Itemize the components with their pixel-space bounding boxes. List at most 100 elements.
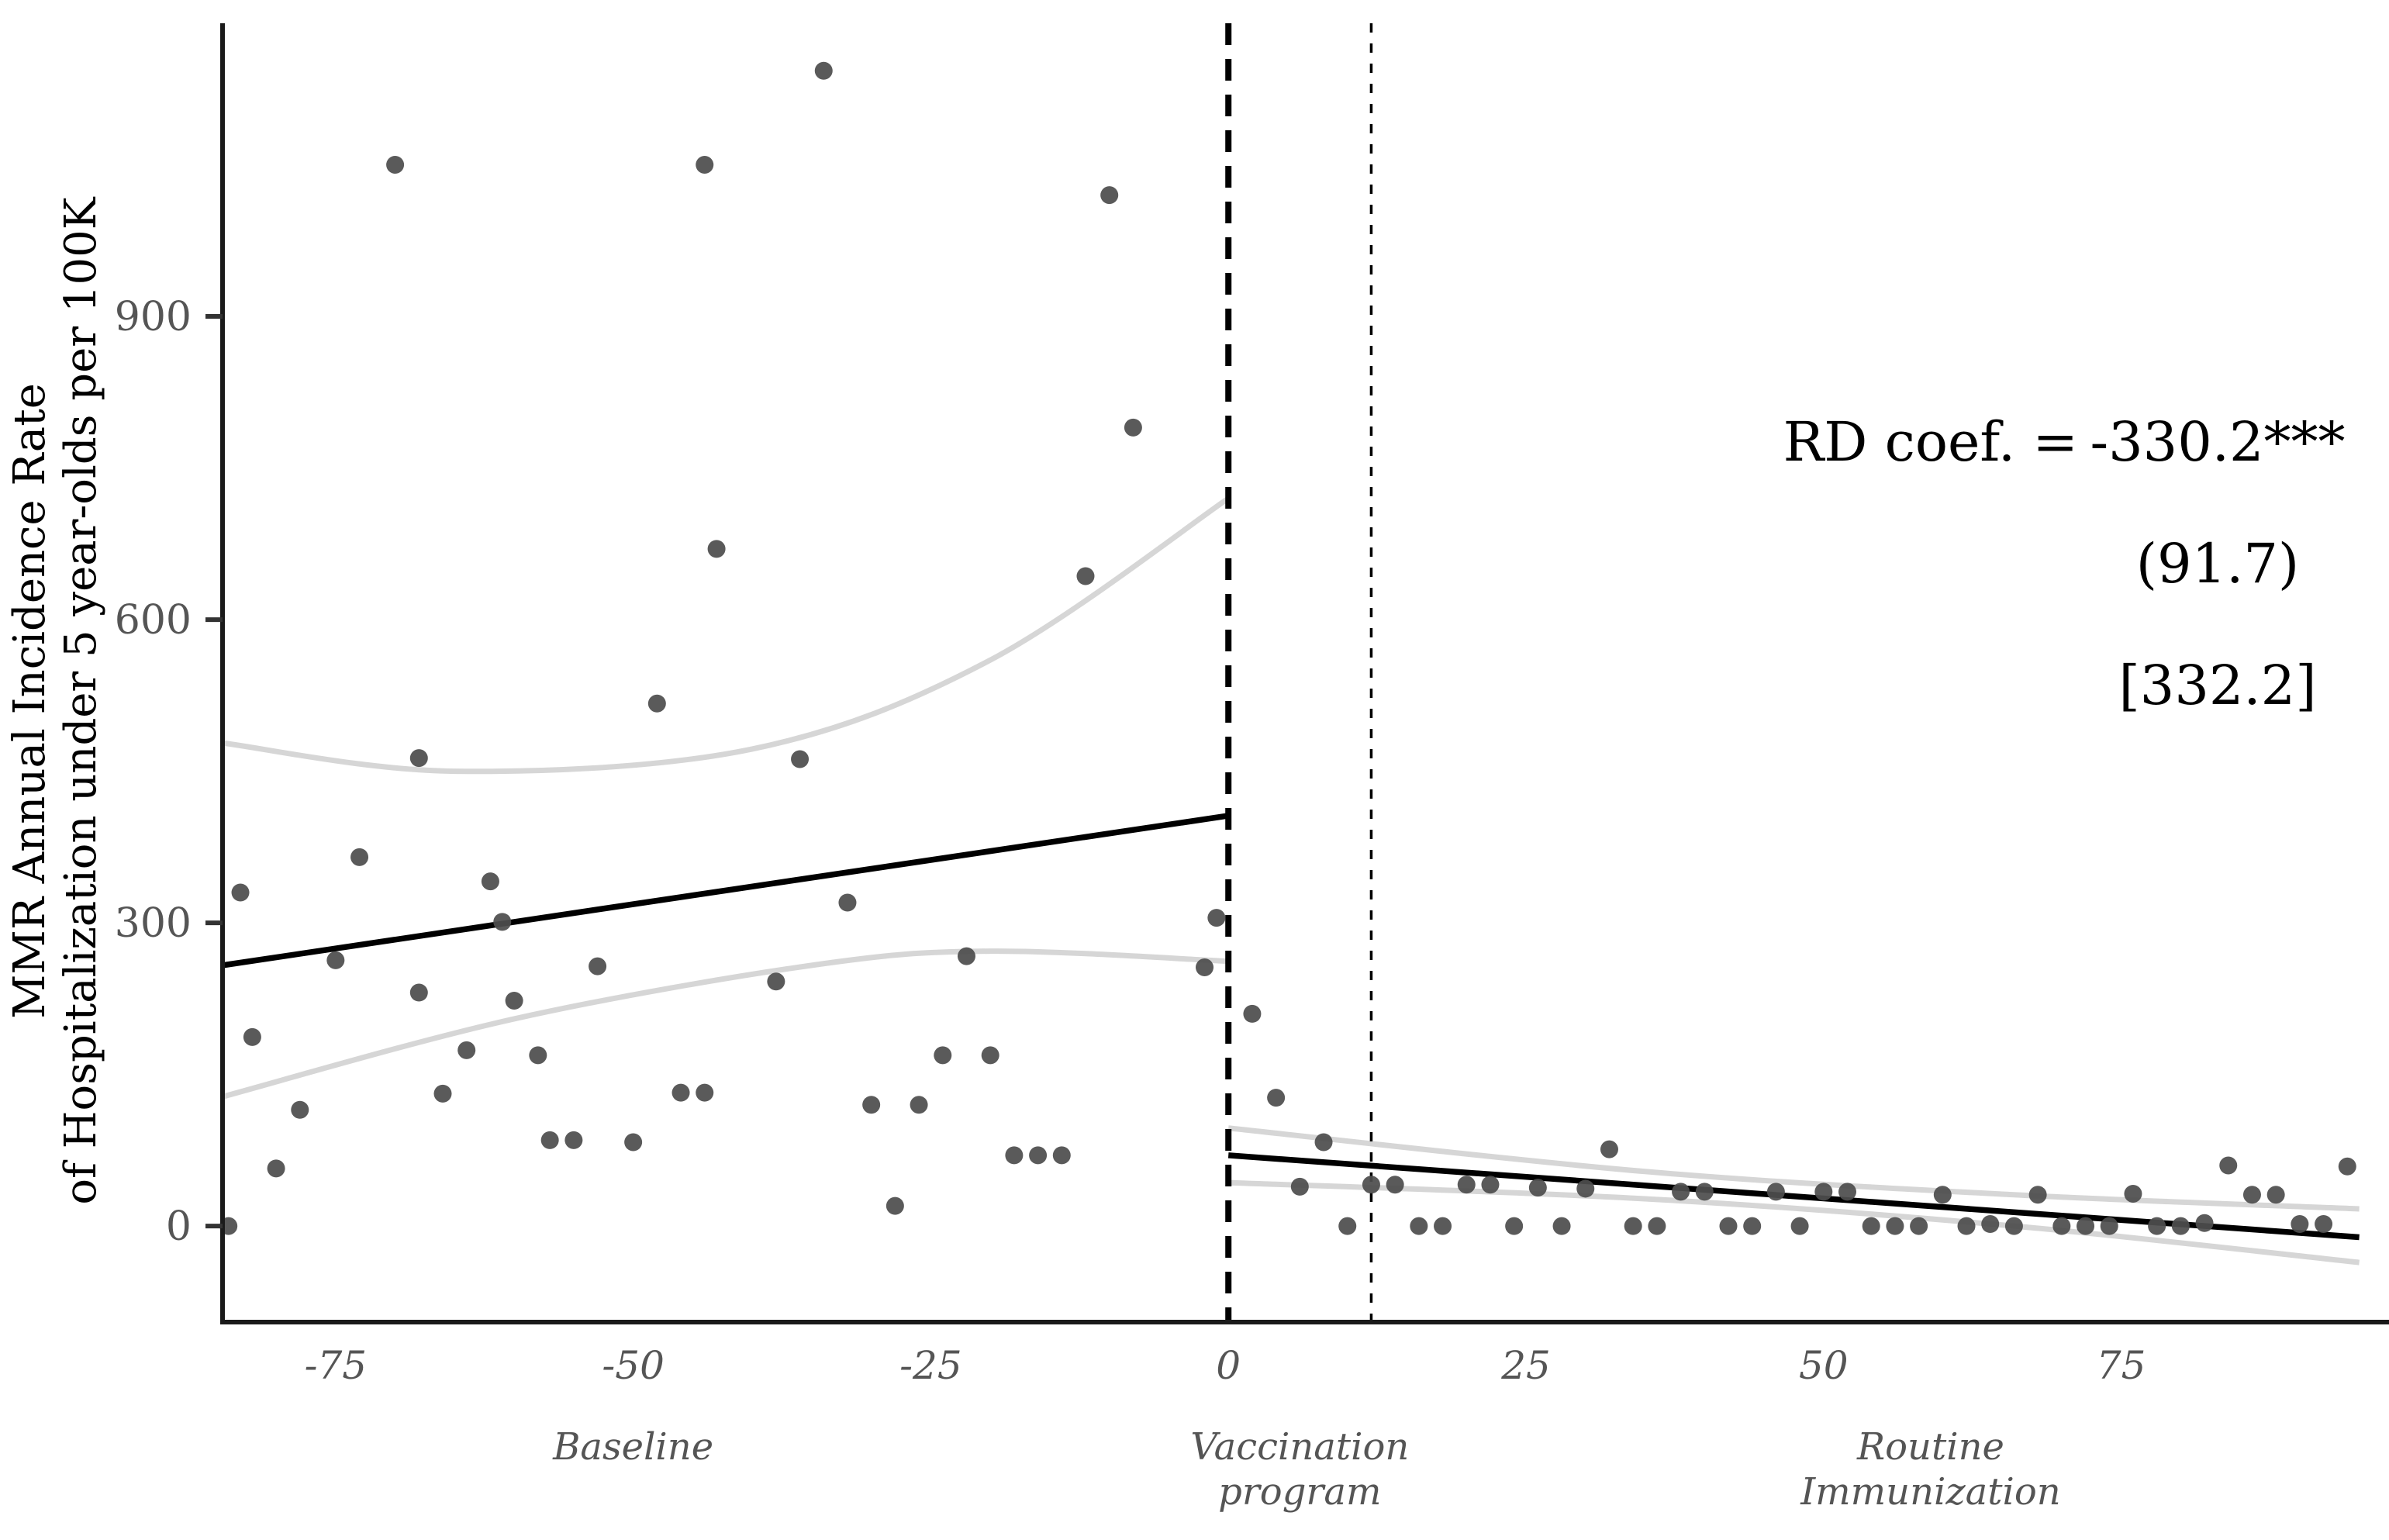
data-point bbox=[1362, 1176, 1380, 1194]
data-point bbox=[2100, 1217, 2118, 1235]
data-point bbox=[350, 848, 369, 866]
data-point bbox=[1886, 1217, 1904, 1235]
data-point bbox=[1957, 1217, 1976, 1235]
data-point bbox=[493, 913, 512, 931]
data-point bbox=[2338, 1157, 2356, 1176]
data-point bbox=[1528, 1179, 1547, 1197]
data-point bbox=[1410, 1217, 1428, 1235]
rd-coef-ci: [332.2] bbox=[2118, 654, 2317, 717]
data-point bbox=[1766, 1183, 1785, 1201]
y-axis-title: MMR Annual Incidence Rate of Hospitaliza… bbox=[5, 65, 107, 1337]
data-point bbox=[2004, 1217, 2023, 1235]
data-point bbox=[1267, 1089, 1286, 1107]
data-point bbox=[957, 947, 975, 965]
rd-coef-label: RD coef. = bbox=[1783, 410, 2078, 474]
data-point bbox=[1552, 1217, 1571, 1235]
data-point bbox=[886, 1196, 904, 1215]
data-point bbox=[2028, 1186, 2047, 1204]
data-point bbox=[326, 951, 345, 969]
data-point bbox=[1386, 1176, 1404, 1194]
region-label: Immunization bbox=[1800, 1470, 2061, 1514]
data-point bbox=[696, 1083, 714, 1102]
data-point bbox=[1838, 1183, 1856, 1201]
post-program-fit-line bbox=[1227, 1152, 2360, 1241]
x-tick-label: 75 bbox=[2097, 1343, 2146, 1388]
data-point bbox=[624, 1133, 643, 1152]
data-point bbox=[707, 540, 726, 558]
data-point bbox=[267, 1159, 285, 1178]
data-point bbox=[2052, 1217, 2071, 1235]
data-point bbox=[2124, 1184, 2142, 1203]
data-point bbox=[814, 61, 833, 80]
data-point bbox=[1196, 958, 1214, 976]
x-tick-label: -50 bbox=[602, 1343, 665, 1388]
data-point bbox=[589, 957, 607, 975]
data-point bbox=[1124, 418, 1142, 437]
data-point bbox=[1981, 1215, 2000, 1234]
data-point bbox=[2219, 1156, 2238, 1175]
data-point bbox=[767, 972, 785, 991]
data-point bbox=[1719, 1217, 1738, 1235]
y-axis-title-line2: of Hospitalization under 5 year-olds per… bbox=[56, 197, 106, 1205]
y-tick-label: 0 bbox=[166, 1203, 192, 1250]
data-point bbox=[671, 1083, 690, 1102]
data-point bbox=[1814, 1183, 1833, 1201]
y-tick-label: 600 bbox=[115, 597, 192, 644]
data-point bbox=[291, 1100, 309, 1119]
x-tick-label: 0 bbox=[1216, 1343, 1241, 1388]
data-point bbox=[1862, 1217, 1880, 1235]
data-point bbox=[1029, 1146, 1048, 1165]
data-point bbox=[481, 872, 499, 891]
data-point bbox=[231, 883, 250, 902]
data-point bbox=[1076, 567, 1095, 585]
x-tick-label: 50 bbox=[1799, 1343, 1849, 1388]
data-point bbox=[1434, 1217, 1452, 1235]
data-point bbox=[1672, 1183, 1690, 1201]
data-point bbox=[1648, 1217, 1666, 1235]
data-point bbox=[1695, 1183, 1714, 1201]
rd-coef-standard-error: (91.7) bbox=[2135, 532, 2300, 596]
data-point bbox=[1243, 1004, 1262, 1023]
data-point bbox=[457, 1041, 476, 1059]
data-point bbox=[791, 750, 810, 768]
data-point bbox=[433, 1084, 452, 1103]
data-point bbox=[2315, 1215, 2333, 1234]
data-point bbox=[934, 1046, 952, 1065]
y-axis-title-line1: MMR Annual Incidence Rate bbox=[5, 383, 55, 1019]
region-label: Vaccination bbox=[1190, 1425, 1409, 1469]
data-point bbox=[1100, 186, 1119, 205]
data-point bbox=[2171, 1217, 2190, 1235]
data-point bbox=[243, 1027, 261, 1046]
data-point bbox=[1290, 1177, 1309, 1196]
data-point bbox=[2242, 1186, 2261, 1204]
data-point bbox=[564, 1131, 583, 1149]
data-point bbox=[2077, 1217, 2095, 1235]
baseline-ci-upper-curve bbox=[222, 495, 1231, 775]
data-point bbox=[1933, 1186, 1952, 1204]
baseline-fit-line bbox=[222, 813, 1229, 969]
region-label: Baseline bbox=[552, 1425, 713, 1469]
y-tick-label: 900 bbox=[115, 294, 192, 340]
data-point bbox=[981, 1046, 999, 1065]
data-point bbox=[910, 1096, 928, 1114]
rd-coef-value: -330.2*** bbox=[2090, 410, 2346, 474]
data-point bbox=[1743, 1217, 1762, 1235]
x-tick-label: 25 bbox=[1500, 1343, 1551, 1388]
data-point bbox=[2195, 1214, 2214, 1232]
data-point bbox=[409, 983, 428, 1002]
data-point bbox=[1052, 1146, 1071, 1165]
data-point bbox=[2291, 1215, 2309, 1234]
data-point bbox=[529, 1046, 547, 1065]
data-point bbox=[1600, 1140, 1618, 1158]
x-tick-label: -75 bbox=[305, 1343, 368, 1388]
data-point bbox=[409, 749, 428, 768]
region-label: program bbox=[1218, 1470, 1381, 1514]
data-point bbox=[1457, 1176, 1476, 1194]
data-point bbox=[1576, 1179, 1595, 1198]
data-point bbox=[540, 1131, 559, 1149]
data-point bbox=[2148, 1217, 2166, 1235]
data-point bbox=[386, 155, 405, 174]
data-point bbox=[1624, 1217, 1642, 1235]
